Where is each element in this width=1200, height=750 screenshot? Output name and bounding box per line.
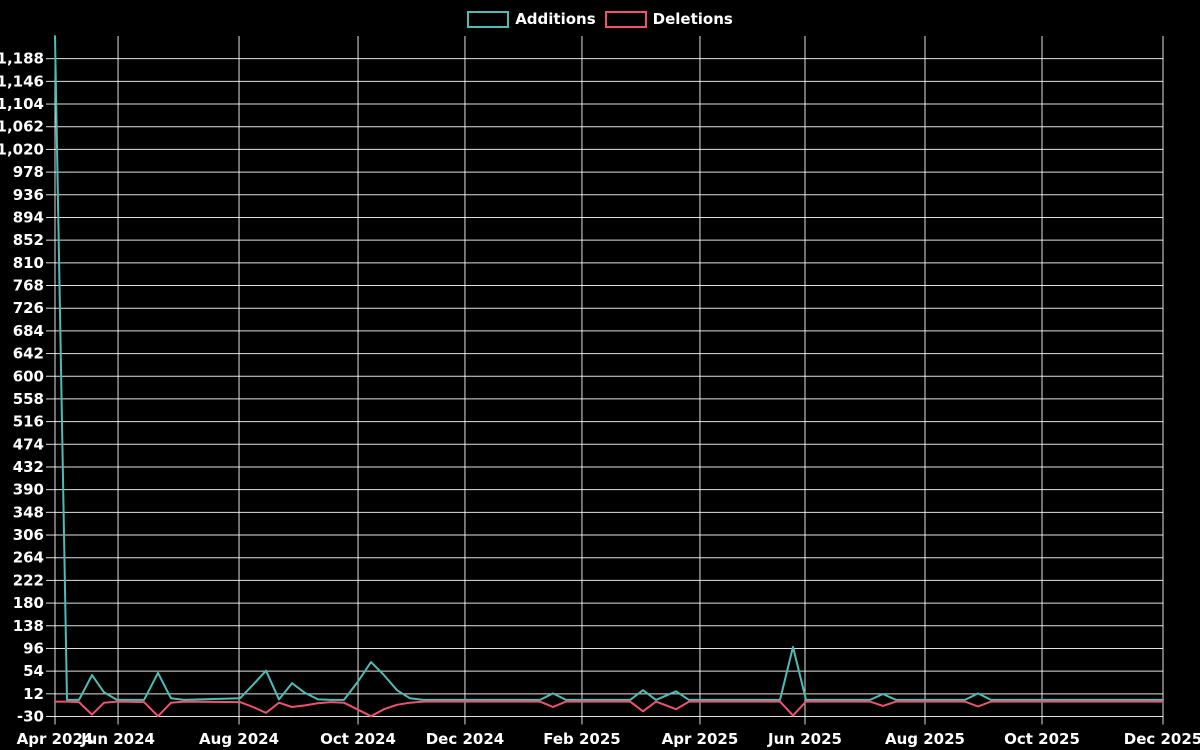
x-tick-label: Aug 2024 — [199, 730, 279, 748]
y-tick-label: 138 — [13, 617, 44, 635]
x-tick-label: Dec 2024 — [426, 730, 505, 748]
x-tick-label: Jun 2024 — [80, 730, 155, 748]
additions-swatch-icon — [467, 10, 510, 28]
chart-legend: Additions Deletions — [0, 8, 1200, 30]
legend-item-additions[interactable]: Additions — [467, 9, 596, 28]
x-tick-label: Apr 2025 — [662, 730, 739, 748]
x-tick-label: Feb 2025 — [543, 730, 621, 748]
y-tick-label: 1,020 — [0, 140, 44, 158]
y-tick-label: 558 — [13, 390, 44, 408]
y-tick-label: 684 — [13, 322, 44, 340]
y-tick-label: 180 — [13, 594, 44, 612]
y-tick-label: 264 — [13, 549, 44, 567]
x-tick-label: Dec 2025 — [1124, 730, 1200, 748]
y-tick-label: 768 — [13, 277, 44, 295]
y-tick-label: 600 — [13, 367, 44, 385]
y-tick-label: 894 — [13, 208, 44, 226]
y-tick-label: 1,188 — [0, 50, 44, 68]
y-tick-label: 12 — [23, 685, 44, 703]
y-tick-label: 306 — [13, 526, 44, 544]
legend-item-deletions[interactable]: Deletions — [604, 9, 733, 28]
y-tick-label: 222 — [13, 571, 44, 589]
x-tick-label: Aug 2025 — [885, 730, 965, 748]
y-tick-label: 474 — [13, 435, 44, 453]
additions-legend-label: Additions — [515, 9, 596, 28]
deletions-legend-label: Deletions — [652, 9, 733, 28]
y-tick-label: 936 — [13, 186, 44, 204]
deletions-swatch-icon — [604, 10, 647, 28]
y-tick-label: 390 — [13, 481, 44, 499]
y-tick-label: 54 — [23, 662, 44, 680]
y-tick-label: 810 — [13, 254, 44, 272]
y-tick-label: 726 — [13, 299, 44, 317]
y-tick-label: 1,062 — [0, 118, 44, 136]
y-tick-label: 1,104 — [0, 95, 44, 113]
y-tick-label: 516 — [13, 413, 44, 431]
y-tick-label: 432 — [13, 458, 44, 476]
y-tick-label: 642 — [13, 345, 44, 363]
y-tick-label: 348 — [13, 503, 44, 521]
y-tick-label: -30 — [17, 708, 44, 726]
x-tick-label: Oct 2025 — [1004, 730, 1080, 748]
y-tick-label: 852 — [13, 231, 44, 249]
deletions-line — [54, 700, 1164, 718]
x-tick-label: Apr 2024 — [17, 730, 94, 748]
x-tick-label: Jun 2025 — [767, 730, 842, 748]
y-tick-label: 978 — [13, 163, 44, 181]
y-tick-label: 96 — [23, 639, 44, 657]
y-tick-label: 1,146 — [0, 72, 44, 90]
x-tick-label: Oct 2024 — [320, 730, 396, 748]
additions-line — [54, 35, 1164, 701]
